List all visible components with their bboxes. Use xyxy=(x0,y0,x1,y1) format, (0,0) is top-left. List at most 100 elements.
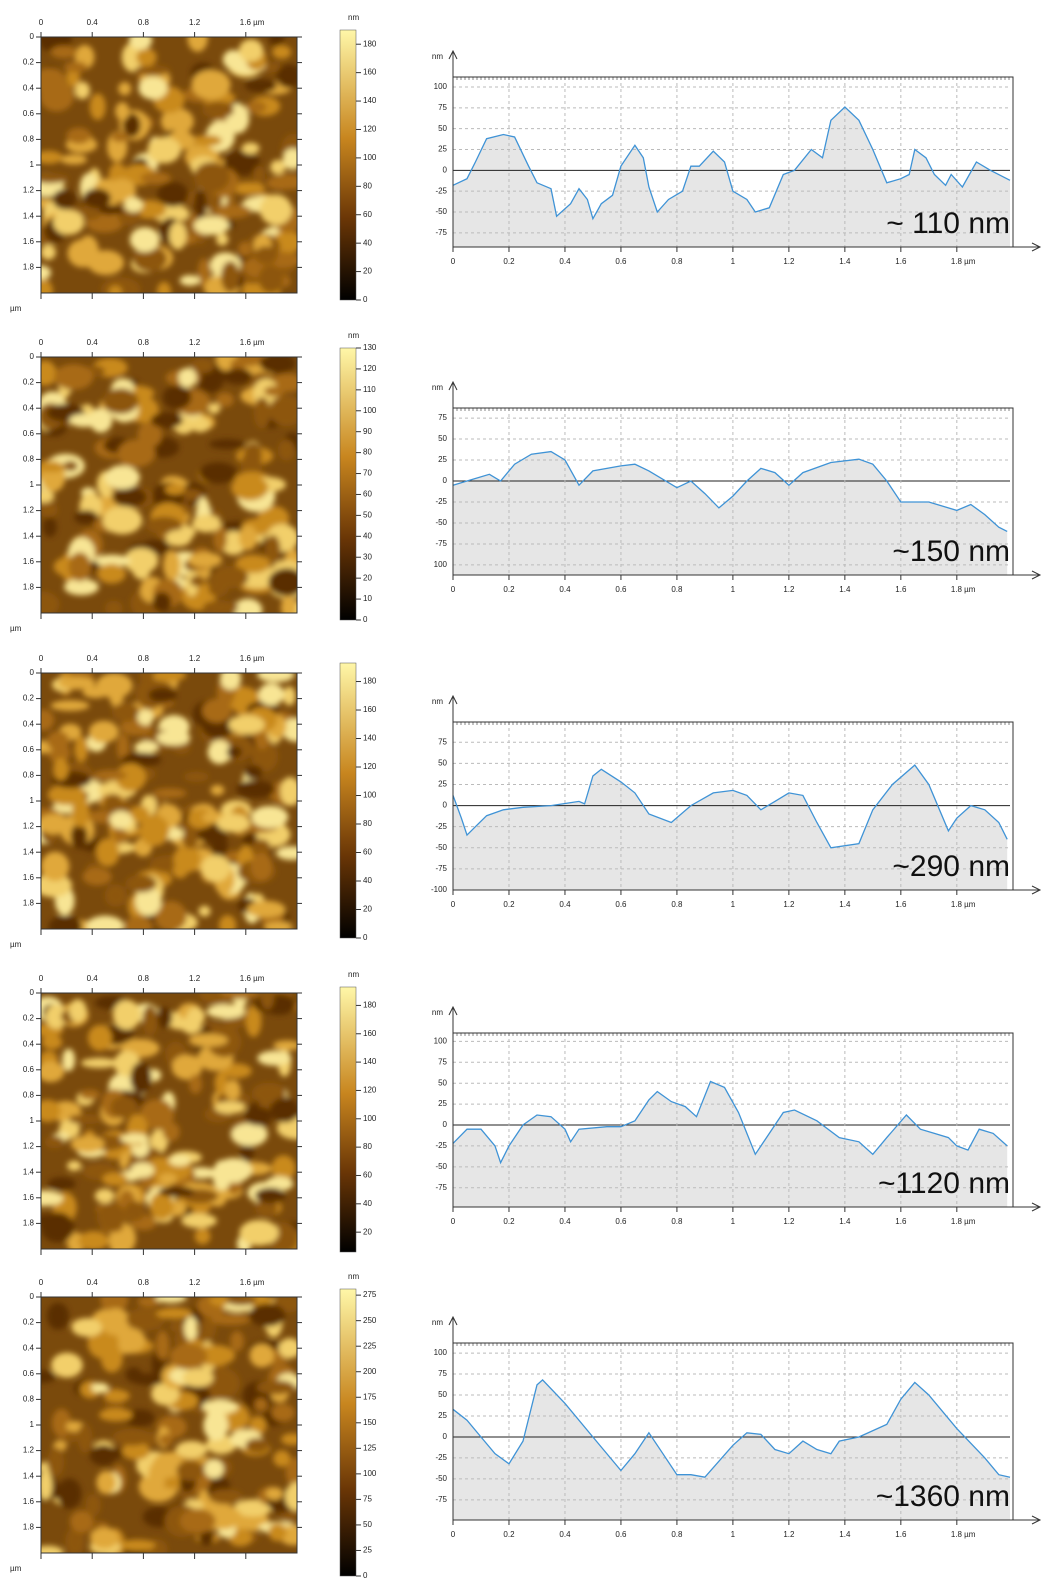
y-tick-label: -25 xyxy=(435,186,447,195)
y-tick-label: 0.8 xyxy=(23,771,35,780)
colorbar-tick-label: 180 xyxy=(363,1001,377,1010)
grain xyxy=(100,1297,129,1313)
grain xyxy=(44,1135,64,1149)
grain xyxy=(208,402,221,414)
x-tick-label: 0.8 xyxy=(671,257,683,266)
colorbar-tick-label: 180 xyxy=(363,677,377,686)
x-tick-label: 1.4 xyxy=(839,900,851,909)
grain xyxy=(98,1408,133,1422)
grain xyxy=(206,1004,246,1019)
grain xyxy=(41,279,53,293)
y-tick-label: 25 xyxy=(438,1411,447,1420)
y-tick-label: 25 xyxy=(438,455,447,464)
grain xyxy=(250,852,273,881)
x-tick-label: 1.4 xyxy=(839,585,851,594)
axis-unit: µm xyxy=(10,304,22,313)
y-tick-label: 50 xyxy=(438,434,447,443)
grain xyxy=(101,1344,123,1373)
colorbar-tick-label: 100 xyxy=(363,1469,377,1478)
grain xyxy=(41,851,70,882)
x-tick-label: 0.8 xyxy=(671,1530,683,1539)
y-axis-arrow xyxy=(448,1005,458,1033)
colorbar-tick-label: 120 xyxy=(363,364,377,373)
colorbar-tick-label: 60 xyxy=(363,210,372,219)
grains xyxy=(41,1297,297,1553)
colorbar-tick-label: 130 xyxy=(363,343,377,352)
colorbar-tick-label: 160 xyxy=(363,1029,377,1038)
grains xyxy=(41,673,297,929)
colorbar-tick-label: 120 xyxy=(363,125,377,134)
x-tick-label: 0 xyxy=(39,1278,44,1287)
y-tick-label: 0.8 xyxy=(23,135,35,144)
grain xyxy=(194,189,207,221)
grain xyxy=(249,1416,267,1436)
x-tick-label: 1.2 xyxy=(189,974,201,983)
colorbar-tick-label: 0 xyxy=(363,1571,368,1580)
grain xyxy=(209,438,245,450)
grain xyxy=(210,565,249,589)
grain xyxy=(135,886,162,916)
colorbar-tick-label: 0 xyxy=(363,615,368,624)
grain xyxy=(198,905,211,917)
x-tick-label: 1 xyxy=(731,900,736,909)
grain xyxy=(142,1005,158,1036)
grain xyxy=(115,763,146,792)
grain xyxy=(280,776,297,806)
grain xyxy=(86,915,125,929)
grain xyxy=(98,204,124,216)
y-tick-label: 50 xyxy=(438,758,447,767)
grain xyxy=(139,814,170,847)
grain xyxy=(169,1343,208,1370)
y-tick-label: 0 xyxy=(443,1432,448,1441)
grain xyxy=(244,442,262,468)
grain xyxy=(247,900,286,918)
x-tick-label: 0.8 xyxy=(138,654,150,663)
grain xyxy=(222,50,243,69)
grain xyxy=(90,1527,119,1549)
colorbar-tick-label: 150 xyxy=(363,1418,377,1427)
x-tick-label: 0.8 xyxy=(671,1217,683,1226)
x-tick-label: 0.4 xyxy=(87,18,99,27)
grain xyxy=(95,838,120,867)
grain xyxy=(124,915,153,929)
profile-area xyxy=(453,1081,1008,1207)
grain xyxy=(282,148,297,170)
grain xyxy=(215,392,234,407)
x-tick-label: 0 xyxy=(39,654,44,663)
grain xyxy=(152,673,187,682)
grain xyxy=(244,79,277,93)
grain xyxy=(238,39,264,62)
grain xyxy=(41,173,69,184)
colorbar-tick-label: 80 xyxy=(363,448,372,457)
grain xyxy=(248,1303,286,1327)
x-tick-label: 0.2 xyxy=(503,1217,515,1226)
grain xyxy=(107,178,136,203)
x-tick-label: 1.2 xyxy=(783,1530,795,1539)
x-tick-label: 1.8 µm xyxy=(951,1217,976,1226)
grain xyxy=(183,771,209,782)
y-axis-arrow xyxy=(448,380,458,408)
grain xyxy=(285,1482,297,1512)
grain xyxy=(62,1048,76,1072)
grain xyxy=(47,731,70,751)
grain xyxy=(250,805,289,829)
grain xyxy=(254,246,278,265)
grain xyxy=(77,1423,93,1453)
colorbar-tick-label: 275 xyxy=(363,1290,377,1299)
grain xyxy=(136,48,157,67)
grain xyxy=(41,244,56,260)
y-tick-label: 1.4 xyxy=(23,847,35,856)
grain xyxy=(168,1154,191,1167)
grain xyxy=(47,1177,76,1191)
axis-unit: µm xyxy=(10,940,22,949)
colorbar-tick-label: 80 xyxy=(363,1142,372,1151)
y-tick-label: 100 xyxy=(434,82,448,91)
colorbar-tick-label: 0 xyxy=(363,933,368,942)
grain xyxy=(220,993,260,999)
grains xyxy=(41,357,297,613)
grain xyxy=(179,275,201,286)
grain xyxy=(264,386,286,397)
y-tick-label: 1.8 xyxy=(23,1219,35,1228)
grains xyxy=(41,993,297,1249)
y-tick-label: 1.6 xyxy=(23,873,35,882)
